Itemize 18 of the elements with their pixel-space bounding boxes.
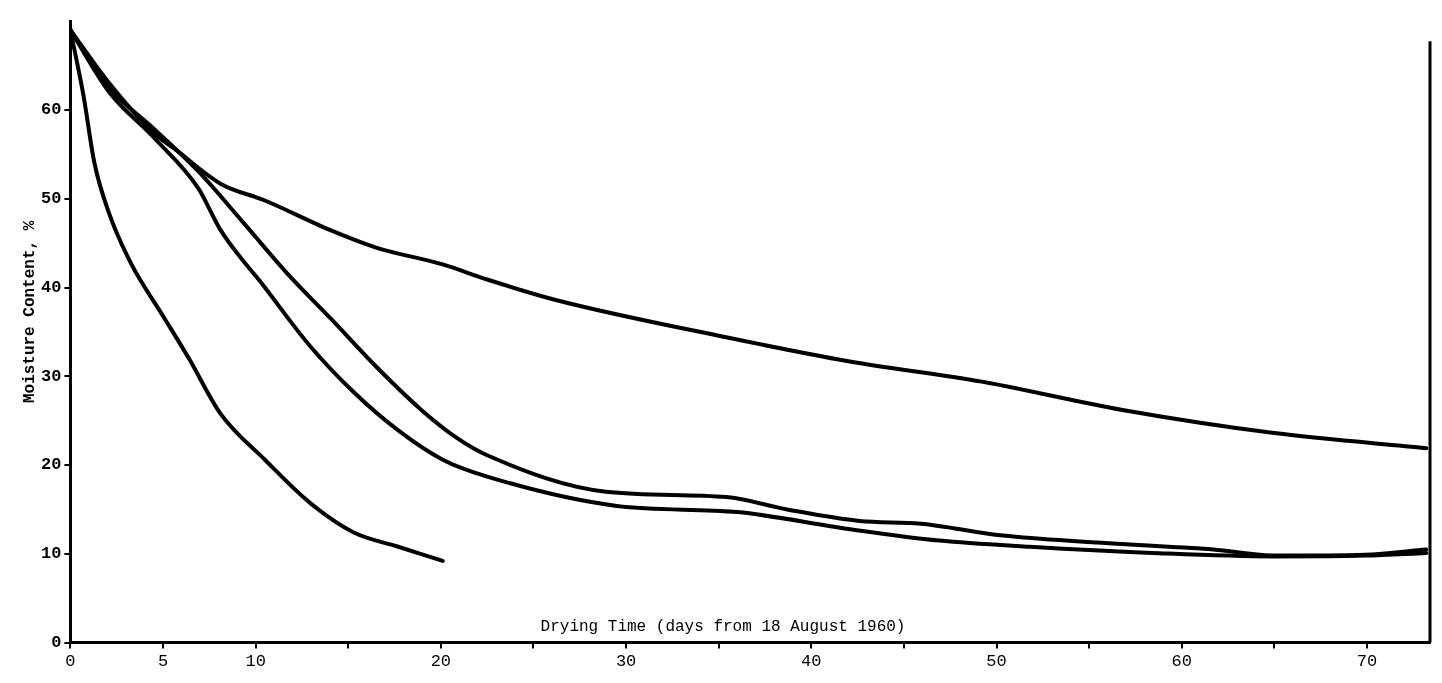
x-tick-label: 10 [245,652,266,672]
x-axis-title: Drying Time (days from 18 August 1960) [540,617,906,636]
x-tick-label: 60 [1171,652,1192,672]
y-tick-label: 20 [41,455,62,475]
y-tick-label: 0 [51,632,62,652]
x-tick-label: 20 [430,652,452,672]
y-axis-title: Moisture Content, % [21,220,40,404]
y-tick-label: 50 [41,189,62,209]
y-tick-label: 10 [41,544,62,564]
y-tick-label: 30 [41,366,62,386]
y-tick-label: 60 [41,100,62,120]
x-tick-label: 5 [157,652,169,672]
x-tick-label: 70 [1356,652,1378,672]
x-tick-label: 50 [986,652,1007,672]
x-tick-label: 0 [65,652,76,672]
x-tick-label: 30 [615,652,637,672]
x-tick-label: 40 [801,652,822,672]
y-tick-label: 40 [41,277,62,297]
